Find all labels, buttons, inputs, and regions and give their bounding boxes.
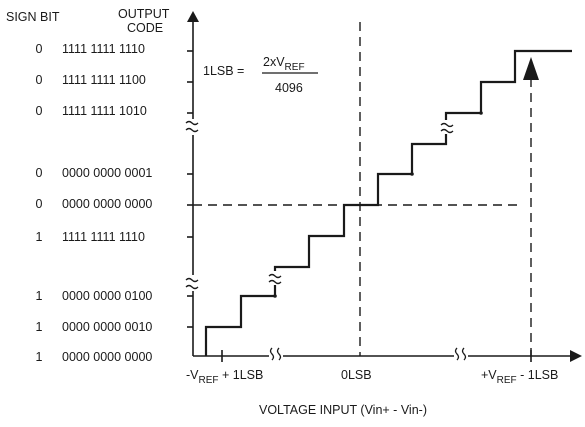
x-label-positive-ref-offset: - 1LSB [517, 368, 559, 382]
output-code-value: 0000 0000 0000 [62, 350, 152, 364]
sign-bit-value: 0 [36, 42, 43, 56]
full-scale-arrow [523, 57, 539, 80]
curve-break-mark [440, 120, 454, 134]
x-label-zero: 0LSB [341, 368, 372, 382]
x-axis-break-mark [454, 347, 468, 362]
formula-lhs: 1LSB = [203, 64, 244, 78]
sign-bit-value: 0 [36, 104, 43, 118]
y-axis-ticks [187, 50, 193, 328]
x-axis-title: VOLTAGE INPUT (Vin+ - Vin-) [259, 403, 427, 417]
output-code-value: 1111 1111 1100 [62, 73, 146, 87]
sign-bit-value: 1 [36, 350, 43, 364]
output-code-labels: 0 1111 1111 1110 0 1111 1111 1100 0 1111… [36, 42, 153, 364]
x-label-negative-ref-subscript: REF [199, 375, 219, 386]
output-code-value: 1111 1111 1110 [62, 42, 145, 56]
sign-bit-header: SIGN BIT [6, 10, 60, 24]
formula-numerator-main: 2xV [263, 55, 285, 69]
x-axis-arrow [570, 350, 582, 362]
formula-numerator: 2xVREF [263, 55, 305, 73]
x-label-negative-ref-offset: + 1LSB [219, 368, 264, 382]
output-code-value: 0000 0000 0001 [62, 166, 152, 180]
x-label-negative-ref: -VREF + 1LSB [186, 368, 263, 386]
x-axis-break-mark [269, 347, 283, 362]
x-label-positive-ref-main: +V [481, 368, 497, 382]
output-code-value: 1111 1111 1110 [62, 230, 145, 244]
formula-numerator-subscript: REF [285, 62, 305, 73]
y-axis-break-mark [185, 275, 199, 291]
formula-denominator: 4096 [275, 81, 303, 95]
x-label-positive-ref-subscript: REF [497, 375, 517, 386]
output-code-value: 0000 0000 0100 [62, 289, 152, 303]
sign-bit-value: 1 [36, 320, 43, 334]
y-axis-break-mark [185, 119, 199, 135]
transition-points [273, 111, 483, 298]
output-code-header-line1: OUTPUT [118, 7, 170, 21]
transfer-function-staircase [204, 49, 572, 356]
y-axis-arrow [187, 11, 199, 22]
sign-bit-value: 0 [36, 197, 43, 211]
output-code-header-line2: CODE [127, 21, 163, 35]
output-code-value: 0000 0000 0000 [62, 197, 152, 211]
sign-bit-value: 0 [36, 166, 43, 180]
sign-bit-value: 1 [36, 230, 43, 244]
curve-break-mark [268, 271, 282, 285]
lsb-formula: 1LSB = 2xVREF 4096 [203, 55, 318, 95]
sign-bit-value: 1 [36, 289, 43, 303]
output-code-value: 0000 0000 0010 [62, 320, 152, 334]
x-label-positive-ref: +VREF - 1LSB [481, 368, 558, 386]
x-label-negative-ref-main: -V [186, 368, 199, 382]
output-code-value: 1111 1111 1010 [62, 104, 147, 118]
sign-bit-value: 0 [36, 73, 43, 87]
